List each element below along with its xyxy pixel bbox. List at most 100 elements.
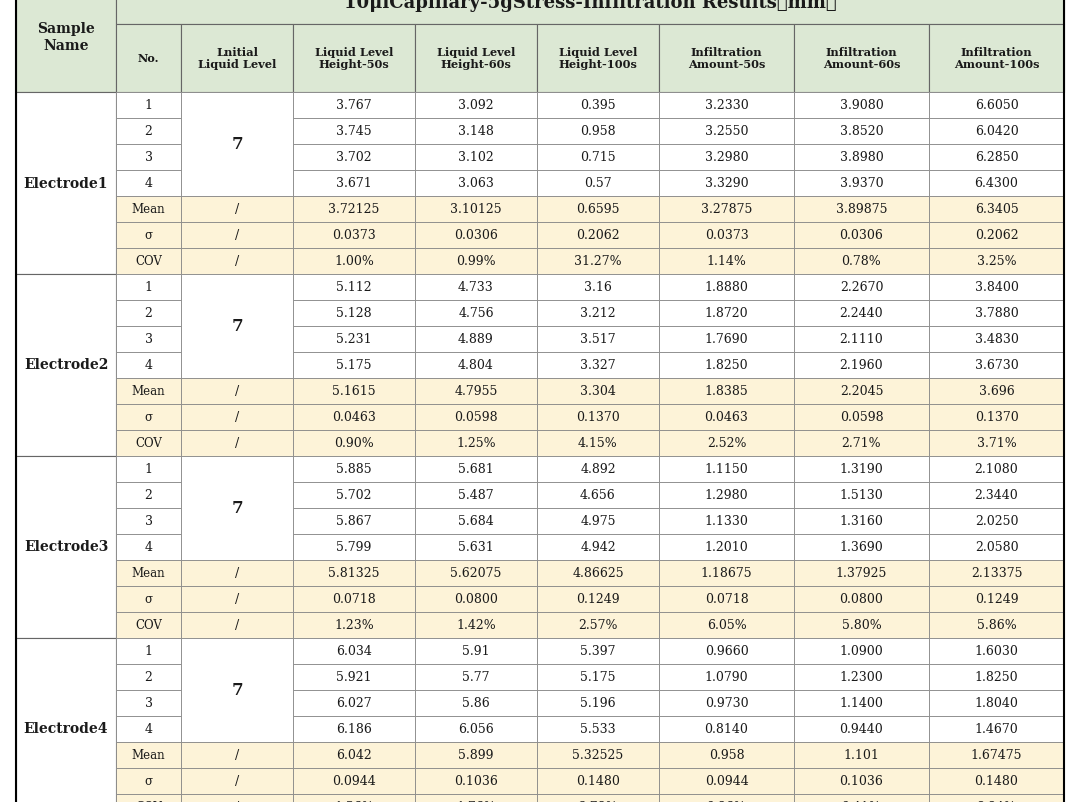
Bar [181, 222, 293, 248]
Text: 1.8250: 1.8250 [974, 670, 1018, 683]
Text: 3.767: 3.767 [336, 99, 372, 111]
Bar [659, 92, 794, 119]
Bar [537, 326, 659, 352]
Text: 5.77: 5.77 [462, 670, 489, 683]
Text: 0.9440: 0.9440 [839, 722, 883, 735]
Text: 1.1150: 1.1150 [704, 463, 748, 476]
Bar [116, 196, 181, 222]
Text: 0.9660: 0.9660 [704, 644, 748, 657]
Text: 3.2550: 3.2550 [705, 125, 748, 138]
Text: 4.942: 4.942 [580, 541, 616, 553]
Text: 3.4830: 3.4830 [974, 333, 1018, 346]
Bar [929, 612, 1064, 638]
Bar [794, 585, 929, 612]
Text: 2.0580: 2.0580 [974, 541, 1018, 553]
Bar [929, 560, 1064, 585]
Text: 6.2850: 6.2850 [974, 151, 1018, 164]
Text: 0.90%: 0.90% [334, 436, 374, 449]
Bar [116, 0, 1064, 25]
Text: 1.8385: 1.8385 [704, 384, 748, 398]
Text: /: / [234, 203, 239, 216]
Text: 5.62075: 5.62075 [450, 566, 502, 579]
Text: 4.15%: 4.15% [578, 436, 618, 449]
Text: 7: 7 [231, 136, 243, 153]
Text: 6.05%: 6.05% [706, 618, 746, 631]
Text: 4.804: 4.804 [458, 358, 494, 371]
Text: 3.16: 3.16 [584, 281, 612, 294]
Bar [116, 274, 181, 300]
Bar [659, 690, 794, 715]
Text: 1.56%: 1.56% [334, 800, 374, 802]
Text: 2.3440: 2.3440 [974, 488, 1018, 501]
Bar [659, 274, 794, 300]
Bar [16, 274, 116, 456]
Bar [181, 430, 293, 456]
Bar [659, 352, 794, 378]
Text: 5.175: 5.175 [336, 358, 372, 371]
Text: COV: COV [135, 436, 162, 449]
Bar [415, 456, 537, 482]
Text: 5.81325: 5.81325 [328, 566, 380, 579]
Text: 3.10125: 3.10125 [450, 203, 502, 216]
Text: 0.0944: 0.0944 [704, 774, 748, 787]
Text: Sample
Name: Sample Name [37, 22, 95, 53]
Text: 1.25%: 1.25% [456, 436, 496, 449]
Text: 4: 4 [145, 358, 152, 371]
Text: 3: 3 [145, 333, 152, 346]
Bar [415, 326, 537, 352]
Text: 2.1960: 2.1960 [839, 358, 883, 371]
Text: 3.327: 3.327 [580, 358, 616, 371]
Bar [293, 482, 415, 508]
Text: 1: 1 [145, 463, 152, 476]
Text: Infiltration
Amount-60s: Infiltration Amount-60s [823, 47, 901, 71]
Bar [116, 508, 181, 534]
Text: 1.8250: 1.8250 [704, 358, 748, 371]
Text: 4.975: 4.975 [580, 514, 616, 528]
Bar [415, 508, 537, 534]
Text: 0.0373: 0.0373 [704, 229, 748, 241]
Bar [415, 352, 537, 378]
Text: 3.71%: 3.71% [976, 436, 1016, 449]
Text: 1.3190: 1.3190 [839, 463, 883, 476]
Bar [659, 534, 794, 560]
Bar [16, 456, 116, 638]
Text: 1.7690: 1.7690 [704, 333, 748, 346]
Text: 1.2010: 1.2010 [704, 541, 748, 553]
Text: Liquid Level
Height-100s: Liquid Level Height-100s [558, 47, 637, 71]
Bar [537, 248, 659, 274]
Bar [659, 742, 794, 768]
Bar [794, 248, 929, 274]
Bar [415, 612, 537, 638]
Bar [659, 638, 794, 664]
Bar [293, 430, 415, 456]
Bar [794, 222, 929, 248]
Text: Mean: Mean [132, 748, 165, 761]
Text: 0.1480: 0.1480 [974, 774, 1018, 787]
Text: 0.0598: 0.0598 [455, 411, 498, 423]
Bar [794, 638, 929, 664]
Bar [293, 25, 415, 92]
Bar [293, 274, 415, 300]
Bar [659, 612, 794, 638]
Text: Infiltration
Amount-50s: Infiltration Amount-50s [688, 47, 766, 71]
Text: 0.2062: 0.2062 [577, 229, 620, 241]
Bar [293, 638, 415, 664]
Bar [293, 222, 415, 248]
Bar [659, 170, 794, 196]
Text: 1: 1 [145, 644, 152, 657]
Text: 3.212: 3.212 [580, 306, 616, 320]
Bar [415, 222, 537, 248]
Text: /: / [234, 411, 239, 423]
Bar [659, 119, 794, 144]
Text: 5.86%: 5.86% [976, 618, 1016, 631]
Bar [929, 25, 1064, 92]
Bar [794, 274, 929, 300]
Bar [659, 196, 794, 222]
Bar [659, 378, 794, 404]
Text: 3.2330: 3.2330 [704, 99, 748, 111]
Bar [929, 768, 1064, 793]
Text: 0.0944: 0.0944 [333, 774, 376, 787]
Text: 1.1330: 1.1330 [704, 514, 748, 528]
Text: 2: 2 [145, 306, 152, 320]
Bar [659, 664, 794, 690]
